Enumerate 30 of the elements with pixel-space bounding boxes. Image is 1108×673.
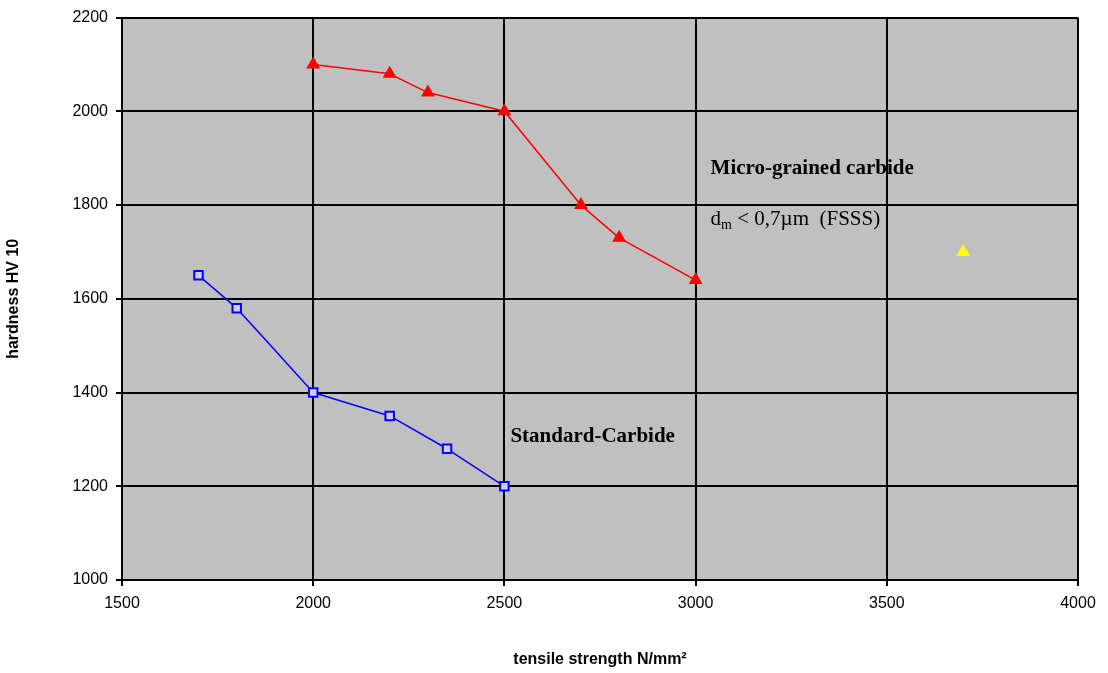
point: [689, 273, 702, 285]
point: [384, 410, 395, 422]
y-tick-label: 1000: [72, 570, 109, 588]
point: [421, 85, 435, 97]
y-tick-label: 1600: [72, 289, 109, 307]
point: [441, 443, 453, 455]
y-tick-label: 2200: [72, 8, 109, 26]
point: [307, 387, 319, 398]
point: [231, 302, 242, 314]
y-tick-label: 2000: [72, 101, 109, 119]
x-tick-label: 1500: [104, 594, 140, 612]
y-axis-title: hardness HV 10: [4, 238, 22, 359]
x-tick-label: 2000: [295, 594, 332, 612]
x-tick-label: 4000: [1060, 594, 1096, 612]
y-tick-label: 1400: [72, 382, 109, 400]
point: [383, 66, 396, 78]
point: [499, 481, 510, 492]
point: [193, 270, 204, 281]
series-label: Standard-Carbide: [510, 422, 675, 447]
x-tick-label: 2500: [486, 594, 523, 612]
x-tick-label: 3500: [869, 594, 905, 612]
point: [957, 244, 970, 256]
x-tick-label: 3000: [677, 594, 714, 612]
y-tick-label: 1200: [72, 476, 109, 494]
point: [574, 198, 588, 210]
point: [498, 104, 511, 116]
point: [307, 57, 320, 69]
y-tick-label: 1800: [72, 195, 109, 213]
x-axis-title: tensile strength N/mm²: [513, 649, 687, 667]
point: [612, 230, 626, 242]
